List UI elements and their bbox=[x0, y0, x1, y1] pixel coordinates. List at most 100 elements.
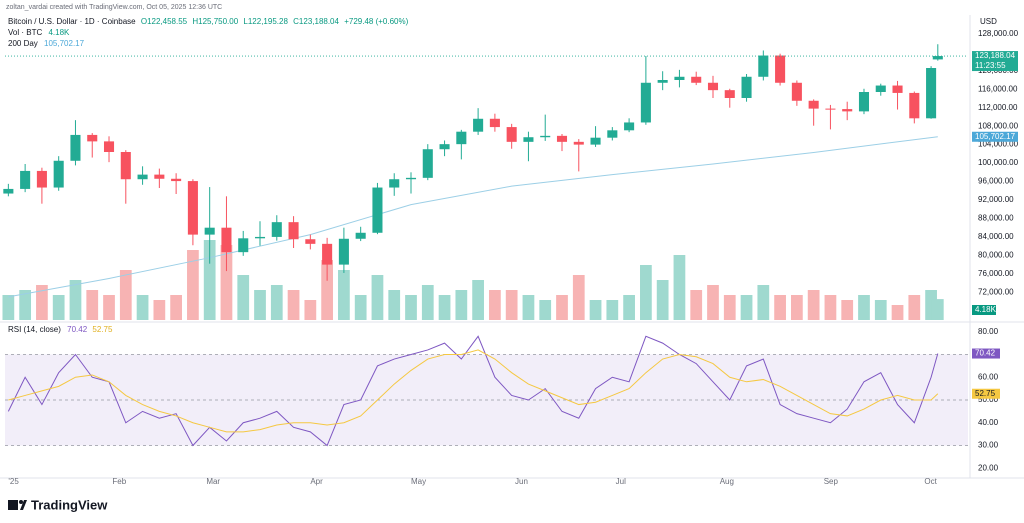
legend-ohlc: Bitcoin / U.S. Dollar · 1D · Coinbase O1… bbox=[8, 17, 409, 26]
y-tick-label: 128,000.00 bbox=[978, 29, 1019, 38]
volume-bar bbox=[103, 295, 115, 320]
x-tick-label: Sep bbox=[824, 477, 839, 486]
y-tick-label: 76,000.00 bbox=[978, 269, 1014, 278]
candle-body bbox=[926, 68, 937, 119]
candle-body bbox=[204, 227, 215, 235]
rsi-name: RSI (14, close) bbox=[8, 325, 61, 334]
legend-rsi: RSI (14, close) 70.42 52.75 bbox=[8, 325, 113, 334]
rsi-tick-label: 80.00 bbox=[978, 327, 999, 336]
volume-bar bbox=[489, 290, 501, 320]
x-tick-label: Oct bbox=[924, 477, 937, 486]
candle-body bbox=[674, 76, 685, 80]
volume-bar bbox=[740, 295, 753, 320]
x-tick-label: Feb bbox=[112, 477, 126, 486]
volume-bar bbox=[824, 295, 837, 320]
y-tick-label: 80,000.00 bbox=[978, 250, 1014, 259]
x-tick-label: Apr bbox=[310, 477, 323, 486]
brand: TradingView bbox=[31, 497, 108, 512]
ma-name: 200 Day bbox=[8, 39, 38, 48]
y-tick-label: 96,000.00 bbox=[978, 177, 1014, 186]
volume-bar bbox=[673, 255, 686, 320]
candle-body bbox=[858, 92, 870, 112]
volume-bar bbox=[472, 280, 484, 320]
candle-body bbox=[137, 174, 148, 180]
candle-body bbox=[573, 141, 584, 145]
rsi-tick-label: 40.00 bbox=[978, 418, 999, 427]
volume-bar bbox=[931, 299, 944, 320]
currency: USD bbox=[980, 17, 997, 26]
brand-logo: TradingView bbox=[8, 497, 108, 512]
volume-bar bbox=[354, 295, 367, 320]
volume-bar bbox=[925, 290, 937, 320]
candle-body bbox=[221, 227, 232, 253]
volume-bar bbox=[187, 250, 199, 320]
y-tick-label: 72,000.00 bbox=[978, 287, 1014, 296]
candle-body bbox=[439, 144, 450, 150]
y-tick-label: 116,000.00 bbox=[978, 84, 1018, 93]
candle-body bbox=[171, 178, 182, 182]
volume-bar bbox=[287, 290, 300, 320]
candle-body bbox=[540, 135, 551, 138]
candle-body bbox=[187, 181, 198, 235]
volume-bar bbox=[170, 295, 182, 320]
y-tick-label: 100,000.00 bbox=[978, 158, 1019, 167]
close: C123,188.04 bbox=[293, 17, 339, 26]
candle-body bbox=[305, 239, 316, 244]
low: L122,195.28 bbox=[243, 17, 288, 26]
rsi-label: 52.75 bbox=[975, 389, 996, 398]
x-tick-label: May bbox=[411, 477, 426, 486]
candle-body bbox=[103, 141, 115, 152]
x-tick-label: Aug bbox=[720, 477, 734, 486]
volume-bar bbox=[623, 295, 635, 320]
logo-slash bbox=[20, 500, 27, 510]
volume-bar bbox=[421, 285, 434, 320]
volume-bar bbox=[203, 240, 216, 320]
volume-bar bbox=[153, 300, 166, 320]
candle-body bbox=[288, 222, 299, 240]
x-tick-label: Jun bbox=[515, 477, 528, 486]
volume-bar bbox=[136, 295, 149, 320]
legend-volume: Vol · BTC 4.18K bbox=[8, 28, 70, 37]
volume-value: 4.18K bbox=[48, 28, 70, 37]
symbol: Bitcoin / U.S. Dollar · 1D · Coinbase bbox=[8, 17, 136, 26]
candle-body bbox=[909, 92, 920, 119]
candle-body bbox=[489, 118, 500, 128]
volume-bar bbox=[19, 290, 32, 320]
volume-bar bbox=[36, 285, 48, 320]
candle-body bbox=[473, 118, 484, 132]
volume-bar bbox=[640, 265, 652, 320]
ma-label: 105,702.17 bbox=[975, 132, 1016, 141]
volume-bar bbox=[455, 290, 468, 320]
volume-bar bbox=[556, 295, 568, 320]
y-tick-label: 92,000.00 bbox=[978, 195, 1014, 204]
candle-body bbox=[154, 174, 165, 179]
volume-bar bbox=[539, 300, 552, 320]
candle-body bbox=[657, 80, 668, 83]
volume-bar bbox=[69, 280, 82, 320]
candle-body bbox=[707, 82, 719, 91]
candle-body bbox=[20, 170, 31, 189]
candle-body bbox=[405, 177, 417, 180]
last-price-label: 123,188.04 bbox=[975, 51, 1016, 60]
volume-bar bbox=[858, 295, 870, 320]
volume-bar bbox=[757, 285, 770, 320]
x-tick-label: Mar bbox=[206, 477, 220, 486]
volume-bar bbox=[338, 270, 350, 320]
ma200-line bbox=[8, 136, 938, 298]
volume-bar bbox=[690, 290, 703, 320]
rsi-line bbox=[7, 335, 939, 447]
volume-bar bbox=[522, 295, 535, 320]
volume-label: 4.18K bbox=[975, 305, 997, 314]
logo-dot bbox=[19, 500, 23, 504]
volume-bar bbox=[589, 300, 602, 320]
last-price-box bbox=[972, 51, 1018, 72]
volume-bar bbox=[2, 295, 15, 320]
y-tick-label: 108,000.00 bbox=[978, 121, 1019, 130]
candle-body bbox=[70, 134, 81, 161]
volume-bar bbox=[237, 275, 250, 320]
candle-body bbox=[3, 188, 14, 194]
candle-body bbox=[842, 109, 853, 112]
volume-bar bbox=[254, 290, 266, 320]
credit: zoltan_vardai created with TradingView.c… bbox=[6, 4, 222, 11]
